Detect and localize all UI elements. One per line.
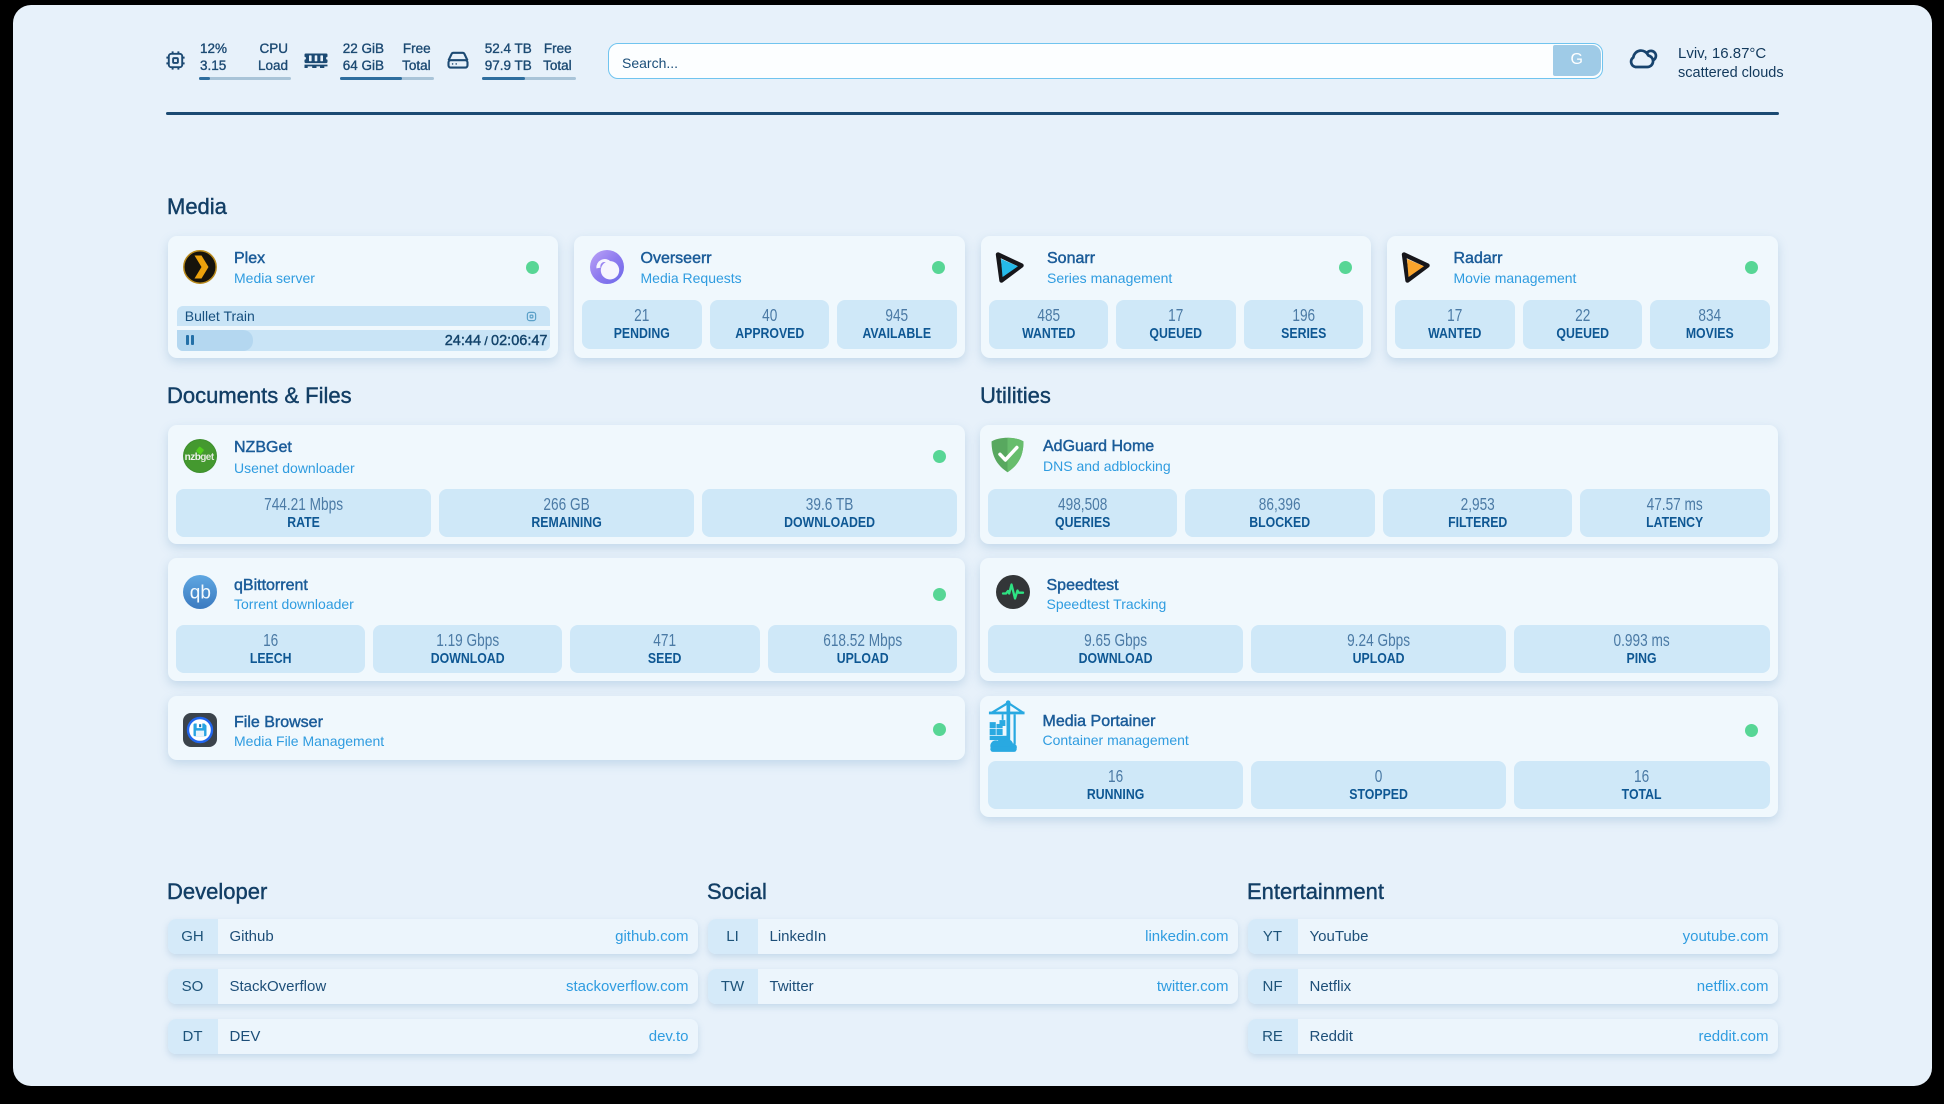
svg-text:nzb: nzb	[185, 451, 201, 462]
svg-text:qb: qb	[190, 583, 211, 604]
svg-text:get: get	[200, 451, 215, 462]
